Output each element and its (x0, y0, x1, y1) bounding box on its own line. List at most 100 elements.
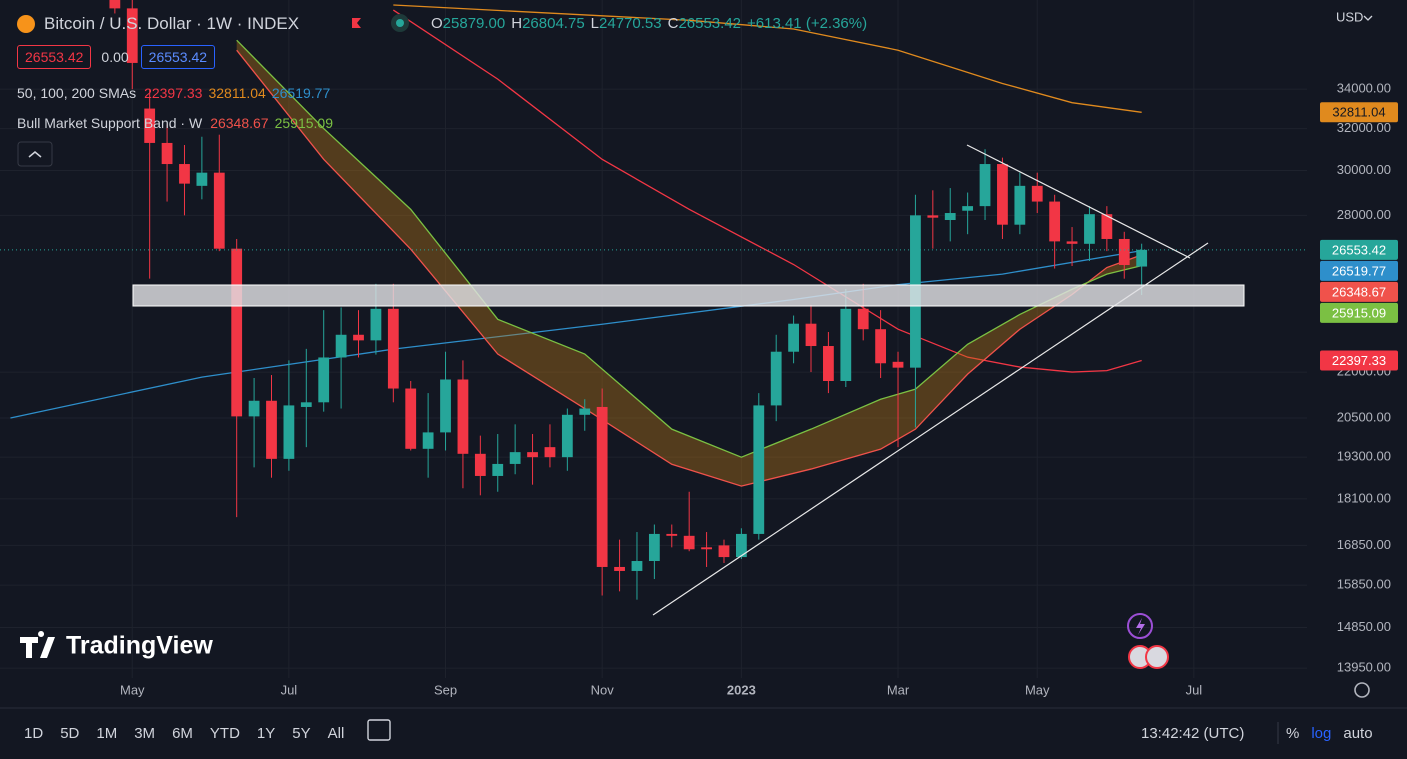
y-tick-label: 30000.00 (1337, 162, 1391, 177)
candle-body (1084, 214, 1095, 244)
status-dot (396, 19, 404, 27)
y-tick-label: 14850.00 (1337, 619, 1391, 634)
candle-body (596, 406, 608, 567)
candle-body (631, 561, 643, 571)
flag-icon[interactable] (1145, 645, 1169, 669)
date-range-icon[interactable] (367, 719, 391, 741)
candle-body (1118, 238, 1130, 266)
timeframes: 1D 5D 1M 3M 6M YTD 1Y 5Y All (24, 720, 361, 746)
indicator-row: 50, 100, 200 SMAs 22397.33 32811.04 26519.7… (17, 85, 336, 101)
candle-body (422, 432, 434, 449)
indicator-title: 50, 100, 200 SMAs (17, 85, 137, 101)
price-tag-label: 22397.33 (1332, 353, 1386, 368)
lightning (1136, 618, 1145, 635)
flag-mini (352, 18, 361, 28)
indicator-title: Bull Market Support Band · W (17, 115, 203, 131)
currency[interactable]: USD (1336, 9, 1363, 24)
logo-text: TradingView (66, 632, 213, 660)
price-tag (1320, 350, 1398, 371)
candle-body (788, 323, 799, 352)
ask[interactable]: 26553.42 (140, 45, 216, 69)
indicator-value: 26348.67 (210, 115, 269, 131)
ohlc-key: C (667, 15, 679, 32)
candle-body (718, 545, 730, 558)
candle-body (683, 535, 695, 550)
timeframe[interactable]: 5D (60, 724, 80, 742)
scale-button[interactable]: % (1286, 724, 1300, 742)
x-tick-label: Mar (887, 682, 910, 697)
candle-body (457, 379, 469, 454)
candle-body (161, 142, 173, 165)
collapse-button[interactable] (17, 141, 53, 167)
candle-body (1101, 214, 1113, 239)
timeframe[interactable]: 1Y (256, 724, 276, 742)
price-tag (1320, 302, 1398, 323)
y-tick-label: 32000.00 (1337, 120, 1391, 135)
candle-body (213, 172, 225, 249)
candle-body (892, 361, 904, 368)
timeframe[interactable]: All (327, 724, 345, 742)
ohlc: O 25879.00 H 26804.75 L 24770.53 C 26553.42 +613… (431, 15, 867, 32)
timeframe[interactable]: 5Y (292, 724, 311, 742)
y-tick-label: 34000.00 (1337, 81, 1391, 96)
candle-body (614, 566, 625, 571)
timeframe[interactable]: 6M (172, 724, 193, 742)
chevron (28, 151, 42, 158)
candle-body (300, 402, 312, 407)
logo-mark (20, 631, 55, 658)
ohlc-key: H (511, 15, 523, 32)
price-tag-label: 32811.04 (1332, 105, 1385, 120)
candle-body (266, 400, 277, 459)
event-icon[interactable] (1127, 613, 1153, 639)
timeframe[interactable]: 3M (134, 724, 156, 742)
candle-body (579, 408, 591, 415)
candle-body (561, 414, 573, 458)
indicator-value: 32811.04 (208, 85, 266, 101)
candle-body (997, 164, 1008, 225)
price-tag-label: 25915.09 (1332, 305, 1386, 320)
candle-body (666, 533, 678, 536)
candle-body (144, 108, 156, 143)
bid[interactable]: 26553.42 (17, 45, 92, 69)
price-tag-label: 26348.67 (1332, 284, 1386, 299)
candle-body (1049, 201, 1061, 242)
scale-button[interactable]: log (1311, 724, 1332, 742)
candle-body (944, 213, 956, 221)
timeframe[interactable]: 1D (24, 724, 44, 742)
candle-body (1066, 241, 1078, 244)
price-tag (1320, 239, 1398, 260)
candle-body (509, 452, 521, 464)
x-tick-label: May (1025, 682, 1050, 697)
indicator-row: Bull Market Support Band · W 26348.67 2591… (17, 115, 339, 131)
x-tick-label: 2023 (727, 682, 756, 697)
timeframe[interactable]: YTD (209, 724, 240, 742)
candle-body (770, 351, 782, 406)
support-zone (132, 284, 1245, 307)
y-tick-label: 18100.00 (1337, 490, 1391, 505)
y-tick-label: 19300.00 (1337, 449, 1391, 464)
candle-body (1014, 185, 1026, 225)
scale-button[interactable]: auto (1343, 724, 1373, 742)
price-tag (1320, 102, 1398, 123)
y-tick-label: 20500.00 (1337, 409, 1391, 424)
x-tick-label: Jul (281, 682, 298, 697)
price-tag (1320, 281, 1398, 302)
candle-body (231, 248, 243, 417)
indicator-line (392, 9, 1142, 373)
candle-body (701, 547, 712, 550)
candle-body (318, 357, 330, 403)
price-tag (1320, 260, 1398, 281)
candle-body (405, 388, 417, 449)
timeframe[interactable]: 1M (96, 724, 118, 742)
candle-body (126, 8, 138, 63)
scale-buttons: % log auto (1286, 720, 1385, 746)
candle-body (875, 329, 887, 364)
price-tag-label: 26553.42 (1332, 242, 1386, 257)
title-row: Bitcoin / U.S. Dollar · 1W · INDEX (44, 14, 299, 34)
candle-body (179, 164, 190, 184)
grid (0, 0, 1307, 678)
settings-icon[interactable] (1354, 682, 1370, 698)
clock: 13:42:42 (UTC) (1141, 724, 1245, 742)
candle-body (492, 463, 504, 476)
indicator-value: 26519.77 (271, 85, 331, 101)
